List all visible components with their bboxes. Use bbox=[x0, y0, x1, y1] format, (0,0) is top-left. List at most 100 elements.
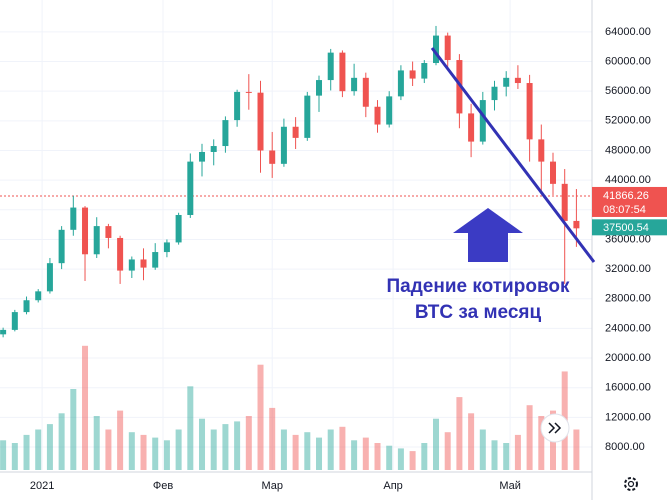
volume-bar bbox=[82, 345, 89, 470]
candle-body bbox=[292, 126, 299, 138]
countdown: 08:07:54 bbox=[603, 204, 646, 216]
candle-body bbox=[409, 70, 416, 79]
y-tick-label: 56000.00 bbox=[605, 85, 651, 97]
volume-bar bbox=[0, 440, 7, 470]
volume-bar bbox=[105, 429, 112, 470]
y-tick-label: 32000.00 bbox=[605, 263, 651, 275]
price-tag bbox=[592, 219, 667, 236]
y-tick-label: 36000.00 bbox=[605, 233, 651, 245]
y-tick-label: 48000.00 bbox=[605, 144, 651, 156]
candle-body bbox=[339, 52, 346, 92]
candle-body bbox=[374, 106, 381, 125]
y-tick-label: 60000.00 bbox=[605, 55, 651, 67]
volume-bar bbox=[187, 386, 194, 470]
y-tick-label: 12000.00 bbox=[605, 411, 651, 423]
candle-body bbox=[433, 35, 440, 64]
volume-bar bbox=[316, 437, 323, 470]
candle-body bbox=[35, 291, 42, 301]
candle-body bbox=[456, 60, 463, 114]
candle-body bbox=[503, 77, 510, 87]
volume-bar bbox=[386, 445, 393, 470]
volume-bar bbox=[503, 443, 510, 470]
candle-body bbox=[0, 329, 7, 335]
candle-body bbox=[351, 77, 358, 92]
volume-bar bbox=[514, 434, 521, 470]
volume-bar bbox=[257, 364, 264, 470]
candle-body bbox=[11, 312, 18, 330]
volume-bar bbox=[70, 389, 77, 470]
volume-bar bbox=[35, 429, 42, 470]
volume-bar bbox=[152, 437, 159, 470]
scroll-icon bbox=[548, 422, 562, 434]
volume-bar bbox=[362, 437, 369, 470]
price-tag-label: 41866.26 bbox=[603, 190, 649, 202]
y-tick-label: 8000.00 bbox=[605, 441, 645, 453]
volume-bar bbox=[280, 429, 287, 470]
gear-center bbox=[627, 480, 635, 488]
volume-bar bbox=[491, 440, 498, 470]
candle-body bbox=[304, 95, 311, 138]
volume-bar bbox=[46, 424, 53, 470]
volume-bar bbox=[351, 440, 358, 470]
volume-bar bbox=[444, 432, 451, 470]
volume-bar bbox=[140, 434, 147, 470]
candle-body bbox=[468, 113, 475, 142]
volume-bar bbox=[222, 424, 229, 470]
volume-bar bbox=[479, 429, 486, 470]
volume-bar bbox=[339, 426, 346, 470]
volume-bar bbox=[538, 416, 545, 470]
settings-icon[interactable] bbox=[624, 477, 638, 491]
volume-bar bbox=[58, 413, 65, 470]
arrow bbox=[453, 208, 523, 262]
y-tick-label: 64000.00 bbox=[605, 26, 651, 38]
volume-bar bbox=[409, 451, 416, 470]
candle-body bbox=[561, 183, 568, 221]
volume-bar bbox=[468, 413, 475, 470]
candle-body bbox=[316, 80, 323, 96]
candle-body bbox=[386, 96, 393, 125]
candle-body bbox=[210, 146, 217, 152]
volume-bar bbox=[23, 434, 30, 470]
candle-body bbox=[362, 77, 369, 107]
candle-body bbox=[93, 226, 100, 255]
x-tick-label: Фев bbox=[153, 480, 173, 492]
volume-bar bbox=[421, 443, 428, 470]
candle-body bbox=[526, 83, 533, 140]
candle-body bbox=[280, 126, 287, 164]
volume-bar bbox=[93, 416, 100, 470]
candle-body bbox=[58, 229, 65, 264]
candle-body bbox=[163, 242, 170, 253]
candle-body bbox=[491, 86, 498, 101]
price-tag-label: 37500.54 bbox=[603, 222, 649, 234]
y-tick-label: 52000.00 bbox=[605, 115, 651, 127]
volume-bars bbox=[0, 345, 580, 470]
x-tick-label: Мар bbox=[261, 480, 283, 492]
x-tick-label: Апр bbox=[383, 480, 402, 492]
trend-line bbox=[430, 47, 596, 263]
candle-body bbox=[46, 263, 53, 292]
volume-bar bbox=[11, 443, 18, 470]
y-tick-label: 16000.00 bbox=[605, 382, 651, 394]
candle-body bbox=[199, 151, 206, 162]
candle-body bbox=[234, 91, 241, 121]
volume-bar bbox=[199, 418, 206, 470]
gear bbox=[624, 477, 638, 491]
volume-bar bbox=[245, 416, 252, 470]
volume-bar bbox=[128, 432, 135, 470]
x-tick-label: Май bbox=[499, 480, 521, 492]
y-tick-label: 28000.00 bbox=[605, 293, 651, 305]
candle-body bbox=[23, 300, 30, 313]
candle-body bbox=[421, 63, 428, 79]
candle-body bbox=[70, 207, 77, 230]
candle-body bbox=[327, 52, 334, 81]
candles bbox=[0, 25, 580, 338]
volume-bar bbox=[397, 448, 404, 470]
volume-bar bbox=[163, 440, 170, 470]
candle-body bbox=[479, 100, 486, 142]
candle-body bbox=[269, 150, 276, 164]
candle-body bbox=[187, 161, 194, 215]
candle-body bbox=[257, 92, 264, 151]
volume-bar bbox=[292, 434, 299, 470]
candle-body bbox=[550, 161, 557, 184]
